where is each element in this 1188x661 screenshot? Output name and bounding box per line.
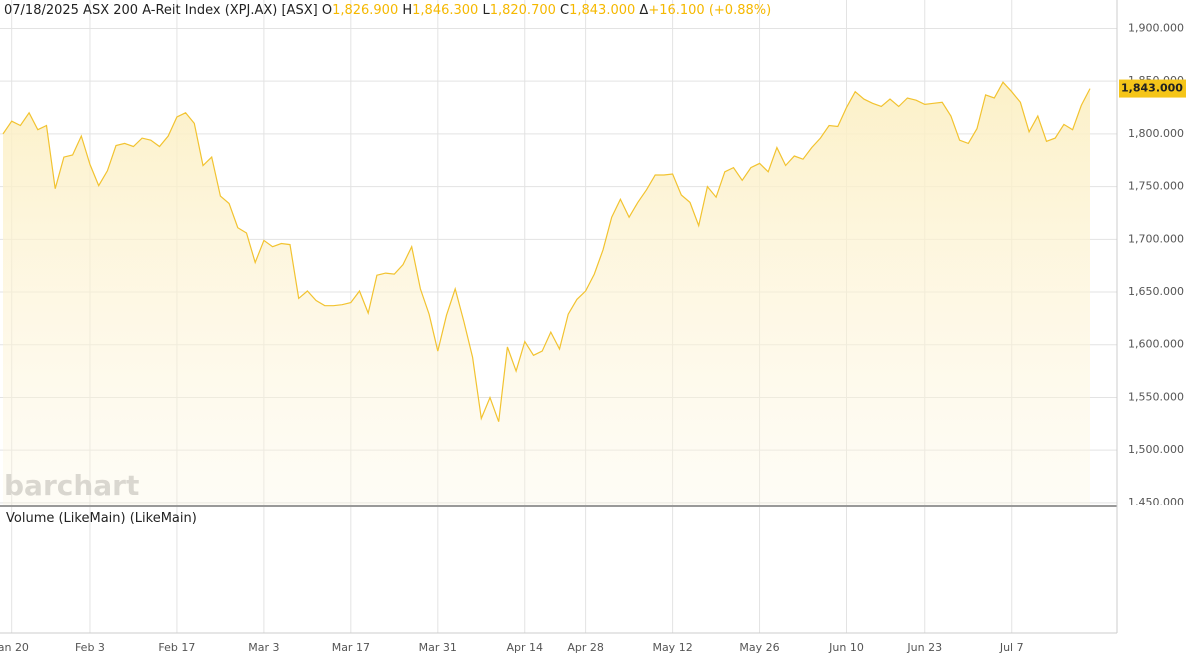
x-tick-label: Mar 31 [419, 641, 457, 654]
x-tick-label: Apr 28 [567, 641, 604, 654]
x-tick-label: Jul 7 [999, 641, 1024, 654]
y-tick-label: 1,550.000 [1128, 390, 1184, 403]
low-label: L [482, 3, 490, 18]
chart-header: 07/18/2025 ASX 200 A-Reit Index (XPJ.AX)… [4, 3, 771, 18]
y-tick-label: 1,600.000 [1128, 338, 1184, 351]
open-label: O [321, 3, 333, 18]
area-fill [3, 82, 1090, 505]
price-line [2, 81, 1091, 422]
close-value: 1,843.000 [569, 3, 636, 18]
high-label: H [402, 3, 413, 18]
x-tick-label: Jun 23 [906, 641, 942, 654]
last-price-tag [1119, 79, 1186, 98]
header-title: 07/18/2025 ASX 200 A-Reit Index (XPJ.AX)… [4, 3, 318, 18]
y-tick-label: 1,500.000 [1128, 443, 1184, 456]
x-tick-label: Jan 20 [0, 641, 29, 654]
x-tick-label: Apr 14 [506, 641, 543, 654]
y-tick-label: 1,900.000 [1128, 21, 1184, 34]
change-label: Δ [639, 3, 649, 18]
close-label: C [560, 3, 570, 18]
y-tick-label: 1,700.000 [1128, 232, 1184, 245]
x-tick-label: Feb 17 [158, 641, 195, 654]
x-tick-label: Mar 17 [332, 641, 370, 654]
x-tick-label: Feb 3 [75, 641, 105, 654]
x-tick-label: May 26 [739, 641, 779, 654]
low-value: 1,820.700 [489, 3, 556, 18]
y-tick-label: 1,450.000 [1128, 496, 1184, 509]
y-tick-label: 1,750.000 [1128, 180, 1184, 193]
x-tick-label: May 12 [652, 641, 692, 654]
y-tick-label: 1,800.000 [1128, 127, 1184, 140]
volume-title: Volume (LikeMain) (LikeMain) [6, 511, 197, 526]
y-tick-label: 1,650.000 [1128, 285, 1184, 298]
x-tick-label: Jun 10 [828, 641, 864, 654]
last-price-label: 1,843.000 [1121, 82, 1183, 95]
high-value: 1,846.300 [412, 3, 479, 18]
change-value: +16.100 (+0.88%) [648, 3, 772, 18]
x-tick-label: Mar 3 [248, 641, 279, 654]
open-value: 1,826.900 [332, 3, 399, 18]
